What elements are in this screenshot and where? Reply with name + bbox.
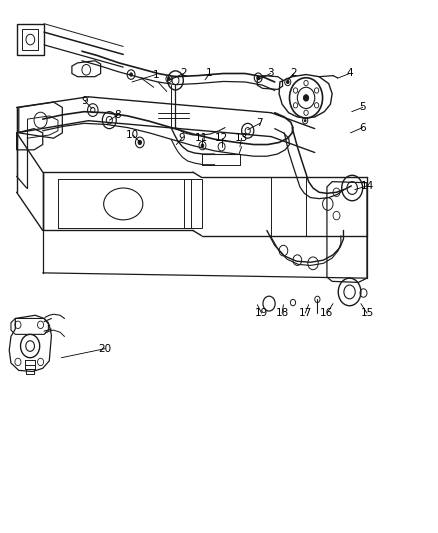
Text: 11: 11 — [195, 133, 208, 143]
Text: 17: 17 — [299, 308, 312, 318]
Circle shape — [304, 119, 306, 122]
Text: 10: 10 — [126, 130, 139, 140]
Text: 3: 3 — [267, 69, 274, 78]
Circle shape — [138, 140, 141, 144]
Text: 2: 2 — [180, 69, 187, 78]
Text: 7: 7 — [257, 118, 263, 128]
Text: 5: 5 — [359, 102, 366, 112]
Circle shape — [201, 144, 204, 147]
Text: 20: 20 — [99, 344, 112, 354]
Text: 12: 12 — [215, 133, 228, 143]
Text: 9: 9 — [179, 133, 185, 143]
Text: 8: 8 — [115, 110, 121, 120]
Text: 2: 2 — [290, 69, 297, 78]
Text: 9: 9 — [81, 96, 88, 106]
Text: 15: 15 — [360, 308, 374, 318]
Circle shape — [130, 73, 132, 76]
Text: 19: 19 — [255, 308, 268, 318]
Text: 18: 18 — [276, 308, 289, 318]
Text: 16: 16 — [320, 308, 334, 318]
Text: 1: 1 — [152, 70, 159, 79]
Circle shape — [257, 76, 259, 79]
Circle shape — [168, 77, 170, 80]
Circle shape — [304, 95, 309, 101]
Text: 14: 14 — [360, 181, 374, 191]
Text: 6: 6 — [359, 123, 366, 133]
Circle shape — [286, 80, 289, 84]
Text: 4: 4 — [346, 69, 353, 78]
Text: 13: 13 — [235, 133, 248, 143]
Text: 1: 1 — [206, 69, 213, 78]
